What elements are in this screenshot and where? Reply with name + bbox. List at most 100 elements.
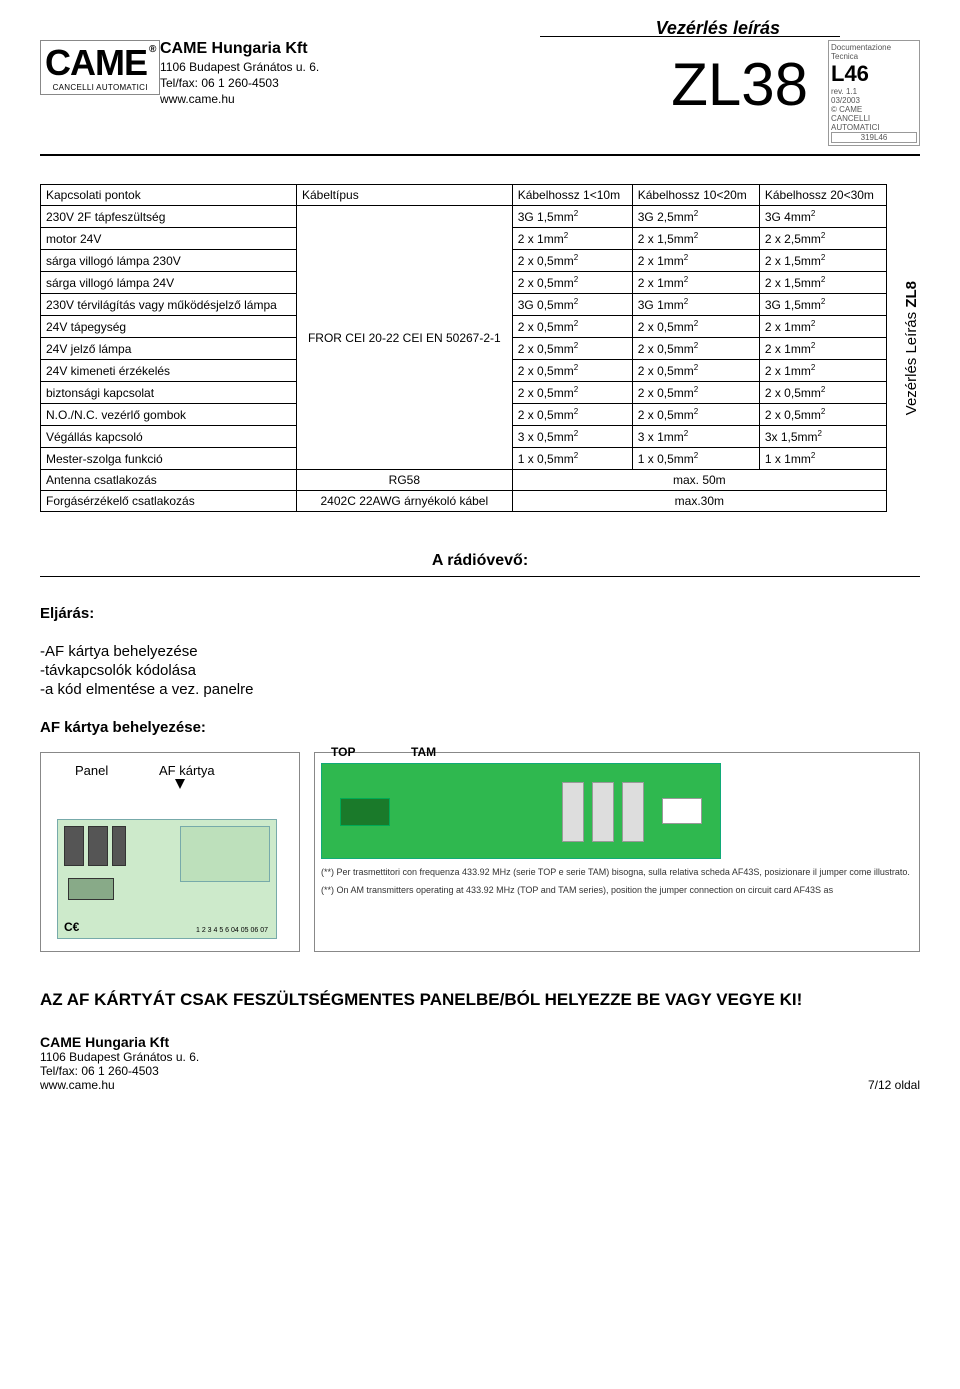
tam-label: TAM xyxy=(411,745,436,759)
cell: max. 50m xyxy=(512,470,886,491)
footer-address: 1106 Budapest Gránátos u. 6. xyxy=(40,1050,920,1064)
col-kh2: Kábelhossz 10<20m xyxy=(632,185,759,206)
chip-icon xyxy=(622,782,644,842)
cell: 2 x 1mm2 xyxy=(632,272,759,294)
docbox-code: L46 xyxy=(831,61,917,87)
cell: 2 x 1mm2 xyxy=(512,228,632,250)
docbox-brand2: CANCELLI AUTOMATICI xyxy=(831,114,917,132)
procedure-line: -távkapcsolók kódolása xyxy=(40,662,920,679)
registered-mark: ® xyxy=(149,45,155,55)
ce-mark: C€ xyxy=(64,920,79,934)
cell: RG58 xyxy=(296,470,512,491)
title-underline xyxy=(540,36,840,37)
cell: 2 x 0,5mm2 xyxy=(632,382,759,404)
col-kh3: Kábelhossz 20<30m xyxy=(759,185,886,206)
top-label: TOP xyxy=(331,745,355,759)
product-code: ZL38 xyxy=(671,50,808,119)
col-kapcsolati: Kapcsolati pontok xyxy=(41,185,297,206)
cell: 2 x 0,5mm2 xyxy=(632,360,759,382)
company-telfax: Tel/fax: 06 1 260-4503 xyxy=(160,76,671,90)
chip-icon xyxy=(68,878,114,900)
side-label-prefix: Vezérlés Leírás xyxy=(903,308,920,416)
cell: 24V kimeneti érzékelés xyxy=(41,360,297,382)
content-row: Kapcsolati pontok Kábeltípus Kábelhossz … xyxy=(40,184,920,512)
footer: CAME Hungaria Kft 1106 Budapest Gránátos… xyxy=(40,1034,920,1092)
cell: Antenna csatlakozás xyxy=(41,470,297,491)
arrow-down-icon xyxy=(175,779,185,789)
pcb-drawing: 1 2 3 4 5 6 04 05 06 07 C€ xyxy=(57,819,277,939)
table-row-forga: Forgásérzékelő csatlakozás2402C 22AWG ár… xyxy=(41,491,887,512)
cell: 3G 2,5mm2 xyxy=(632,206,759,228)
cell: 24V jelző lámpa xyxy=(41,338,297,360)
chip-icon xyxy=(112,826,126,866)
cell: 3G 1,5mm2 xyxy=(512,206,632,228)
cell: 3 x 1mm2 xyxy=(632,426,759,448)
board-illustration: TOP TAM (**) Per trasmettitori con frequ… xyxy=(314,752,920,952)
cell: 2 x 1mm2 xyxy=(759,316,886,338)
cell: 2 x 0,5mm2 xyxy=(632,404,759,426)
cell: 3 x 0,5mm2 xyxy=(512,426,632,448)
cell: 2 x 1mm2 xyxy=(632,250,759,272)
af-heading: AF kártya behelyezése: xyxy=(40,719,920,736)
cell: Forgásérzékelő csatlakozás xyxy=(41,491,297,512)
cell: 2 x 0,5mm2 xyxy=(759,404,886,426)
cell: 1 x 1mm2 xyxy=(759,448,886,470)
page-number: 7/12 oldal xyxy=(868,1078,920,1092)
company-info: CAME Hungaria Kft 1106 Budapest Gránátos… xyxy=(160,40,671,106)
header-divider xyxy=(40,154,920,156)
cell: 2 x 0,5mm2 xyxy=(512,250,632,272)
cell: 230V térvilágítás vagy működésjelző lámp… xyxy=(41,294,297,316)
col-kabeltipus: Kábeltípus xyxy=(296,185,512,206)
cell: N.O./N.C. vezérlő gombok xyxy=(41,404,297,426)
pin-labels: 1 2 3 4 5 6 04 05 06 07 xyxy=(196,927,268,934)
cell: 2 x 0,5mm2 xyxy=(632,338,759,360)
cell: 2 x 1,5mm2 xyxy=(759,250,886,272)
board-note-it: (**) Per trasmettitori con frequenza 433… xyxy=(321,867,913,877)
radio-section-title: A rádióvevő: xyxy=(40,552,920,570)
company-name: CAME Hungaria Kft xyxy=(160,40,671,58)
procedure-line: -a kód elmentése a vez. panelre xyxy=(40,681,920,698)
cell: 2 x 0,5mm2 xyxy=(512,272,632,294)
cell: 2 x 1,5mm2 xyxy=(632,228,759,250)
cell: 3G 0,5mm2 xyxy=(512,294,632,316)
chip-icon xyxy=(662,798,702,824)
cell: 24V tápegység xyxy=(41,316,297,338)
cell: 2402C 22AWG árnyékoló kábel xyxy=(296,491,512,512)
docbox-top: Documentazione Tecnica xyxy=(831,43,917,61)
table-row: 230V 2F tápfeszültségFROR CEI 20-22 CEI … xyxy=(41,206,887,228)
cell: 2 x 0,5mm2 xyxy=(512,338,632,360)
illustration-row: Panel AF kártya 1 2 3 4 5 6 04 05 06 07 … xyxy=(40,752,920,952)
logo-text: CAME ® xyxy=(45,45,155,81)
af-slot xyxy=(180,826,270,882)
chip-icon xyxy=(88,826,108,866)
cell: biztonsági kapcsolat xyxy=(41,382,297,404)
jumper-icon xyxy=(340,798,390,826)
procedure-line: -AF kártya behelyezése xyxy=(40,643,920,660)
af-card-label: AF kártya xyxy=(159,763,215,778)
cell: 2 x 2,5mm2 xyxy=(759,228,886,250)
cell: 3x 1,5mm2 xyxy=(759,426,886,448)
radio-divider xyxy=(40,576,920,577)
cell: 3G 1,5mm2 xyxy=(759,294,886,316)
footer-web: www.came.hu xyxy=(40,1078,115,1092)
cell: 2 x 1,5mm2 xyxy=(759,272,886,294)
footer-company: CAME Hungaria Kft xyxy=(40,1034,920,1050)
cell: Mester-szolga funkció xyxy=(41,448,297,470)
cell: 2 x 0,5mm2 xyxy=(512,316,632,338)
cell: sárga villogó lámpa 230V xyxy=(41,250,297,272)
docbox-num: 319L46 xyxy=(831,132,917,143)
cell: 2 x 0,5mm2 xyxy=(512,360,632,382)
cable-table-wrap: Kapcsolati pontok Kábeltípus Kábelhossz … xyxy=(40,184,887,512)
cell: max.30m xyxy=(512,491,886,512)
logo-main: CAME xyxy=(45,45,147,81)
company-web: www.came.hu xyxy=(160,92,671,106)
table-row-antenna: Antenna csatlakozásRG58max. 50m xyxy=(41,470,887,491)
cell: 2 x 0,5mm2 xyxy=(759,382,886,404)
cell: 2 x 0,5mm2 xyxy=(512,404,632,426)
cell: 3G 1mm2 xyxy=(632,294,759,316)
doc-meta-box: Documentazione Tecnica L46 rev. 1.1 03/2… xyxy=(828,40,920,146)
board-note-en: (**) On AM transmitters operating at 433… xyxy=(321,885,913,895)
docbox-date: 03/2003 xyxy=(831,96,917,105)
logo-block: CAME ® CANCELLI AUTOMATICI xyxy=(40,40,180,95)
cell: 3G 4mm2 xyxy=(759,206,886,228)
